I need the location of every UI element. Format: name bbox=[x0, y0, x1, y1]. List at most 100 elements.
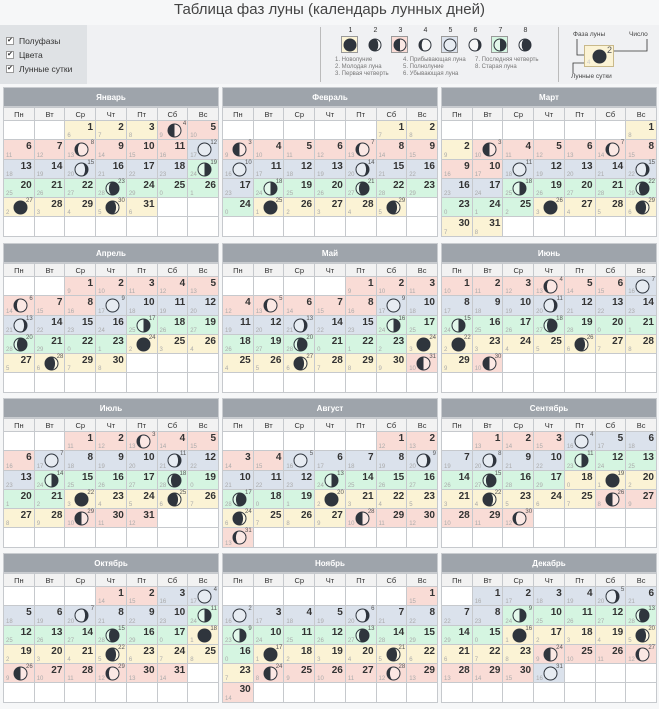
lunar-day: 7 bbox=[159, 657, 163, 664]
first-quarter-icon bbox=[391, 36, 408, 53]
checkbox-icon[interactable]: ✔ bbox=[6, 65, 14, 73]
lunar-day: 22 bbox=[317, 327, 324, 334]
day-cell: 14 29 bbox=[441, 624, 473, 645]
month-7: Июль Пн Вт Ср Чт Пт Сб Вс 1 11 2 12 3 13 4 14 5 15 6 16 7 17 8… bbox=[3, 398, 219, 548]
checkbox-lunar-days[interactable]: ✔ Лунные сутки bbox=[6, 62, 87, 76]
day-number: 14 bbox=[51, 160, 63, 172]
empty-cell bbox=[95, 682, 127, 703]
day-number: 8 bbox=[398, 141, 405, 153]
day-cell: 26 7 bbox=[187, 488, 219, 510]
day-number: 30 bbox=[494, 354, 502, 361]
lunar-day: 3 bbox=[36, 210, 41, 217]
day-cell: 29 11 bbox=[375, 508, 408, 529]
day-cell: 11 21 bbox=[156, 450, 189, 471]
day-number: 22 bbox=[87, 489, 95, 496]
empty-cell bbox=[283, 430, 316, 452]
day-number: 3 bbox=[148, 122, 155, 133]
last-quarter-icon bbox=[197, 162, 212, 177]
day-cell: 18 2 bbox=[283, 643, 316, 665]
day-number: 19 bbox=[300, 490, 313, 502]
lunar-day: 14 bbox=[225, 695, 232, 702]
lunar-day: 27 bbox=[67, 637, 75, 644]
day-cell: 12 26 bbox=[314, 624, 346, 645]
checkbox-icon[interactable]: ✔ bbox=[6, 51, 14, 59]
checkbox-half-phases[interactable]: ✔ Полуфазы bbox=[6, 34, 87, 48]
day-number: 4 bbox=[179, 433, 186, 444]
weekday-header: Вс bbox=[406, 263, 438, 277]
legend-phase-4: 4 bbox=[416, 27, 435, 53]
day-number: 17 bbox=[519, 316, 532, 328]
lunar-day: 28 bbox=[159, 482, 167, 489]
day-number: 28 bbox=[51, 510, 63, 522]
day-cell: 18 25 bbox=[502, 177, 535, 199]
day-number: 25 bbox=[550, 335, 562, 347]
checkbox-colors[interactable]: ✔ Цвета bbox=[6, 48, 87, 62]
week-row: 30 7 31 8 bbox=[441, 216, 657, 237]
week-row: 1 16 2 17 3 18 4 19 5 20 6 21 bbox=[441, 585, 657, 607]
day-cell: 23 7 bbox=[222, 663, 254, 684]
empty-cell bbox=[187, 527, 219, 548]
weekday-header: Пн bbox=[3, 263, 35, 277]
checkbox-icon[interactable]: ✔ bbox=[6, 37, 14, 45]
day-number: 8 bbox=[498, 451, 502, 458]
day-number: 14 bbox=[393, 626, 405, 638]
week-row bbox=[441, 372, 657, 393]
day-cell: 13 25 bbox=[625, 450, 657, 471]
day-cell: 11 23 bbox=[563, 450, 596, 471]
lunar-day: 15 bbox=[128, 599, 136, 606]
legend-label: 2. Молодая луна bbox=[335, 64, 382, 70]
day-cell: 24 1 bbox=[471, 197, 504, 218]
month-1: Январь Пн Вт Ср Чт Пт Сб Вс 1 6 2 7 3 8 4 9 5 10 6 11 7 12 8 13… bbox=[3, 87, 219, 237]
day-number: 29 bbox=[362, 355, 374, 367]
lunar-day: 8 bbox=[409, 133, 413, 140]
new-moon-icon bbox=[341, 36, 358, 53]
empty-cell bbox=[375, 585, 408, 607]
lunar-day: 18 bbox=[347, 463, 355, 470]
day-cell: 27 3 bbox=[314, 197, 346, 218]
young-moon-icon bbox=[105, 647, 120, 662]
lunar-day: 10 bbox=[255, 152, 263, 159]
day-number: 14 bbox=[642, 297, 654, 309]
day-number: 9 bbox=[248, 625, 252, 632]
empty-cell bbox=[314, 527, 346, 548]
day-cell: 19 28 bbox=[563, 314, 596, 335]
day-number: 10 bbox=[489, 160, 501, 172]
day-number: 17 bbox=[245, 489, 252, 496]
lunar-day: 13 bbox=[444, 676, 451, 683]
day-number: 23 bbox=[239, 665, 251, 677]
week-row: 9 23 10 24 11 25 12 26 13 27 14 28 15 29 bbox=[222, 624, 438, 645]
day-number: 1 bbox=[398, 122, 405, 133]
lunar-day: 19 bbox=[98, 463, 105, 470]
day-cell: 14 21 bbox=[594, 158, 627, 179]
lunar-day: 23 bbox=[6, 482, 13, 489]
day-number: 24 bbox=[148, 334, 156, 341]
weekday-header: Ср bbox=[64, 418, 97, 432]
legend-number: 2 bbox=[373, 27, 378, 34]
lunar-day: 10 bbox=[36, 676, 44, 683]
day-number: 26 bbox=[331, 665, 343, 677]
day-number: 27 bbox=[20, 510, 32, 522]
empty-cell bbox=[156, 527, 189, 548]
day-cell: 13 19 bbox=[314, 158, 346, 179]
weekday-header: Вс bbox=[625, 418, 657, 432]
empty-cell bbox=[314, 585, 346, 607]
lunar-day: 12 bbox=[378, 444, 386, 451]
day-number: 7 bbox=[371, 140, 375, 147]
lunar-day: 16 bbox=[286, 463, 294, 470]
day-number: 27 bbox=[612, 335, 624, 347]
last-quarter-icon bbox=[136, 318, 151, 333]
empty-cell bbox=[594, 353, 627, 374]
full-moon-icon bbox=[197, 589, 212, 604]
day-cell: 6 18 bbox=[625, 430, 657, 452]
lunar-day: 14 bbox=[98, 599, 105, 606]
day-cell: 26 5 bbox=[252, 353, 285, 374]
day-cell: 18 24 bbox=[252, 177, 285, 199]
key-number-label: Число bbox=[629, 31, 648, 38]
day-number: 28 bbox=[458, 665, 470, 677]
weekday-header: Ср bbox=[283, 418, 316, 432]
day-number: 25 bbox=[300, 665, 313, 677]
lunar-day: 9 bbox=[444, 152, 448, 159]
day-cell: 20 4 bbox=[344, 643, 377, 665]
waning-moon-icon bbox=[635, 162, 650, 177]
